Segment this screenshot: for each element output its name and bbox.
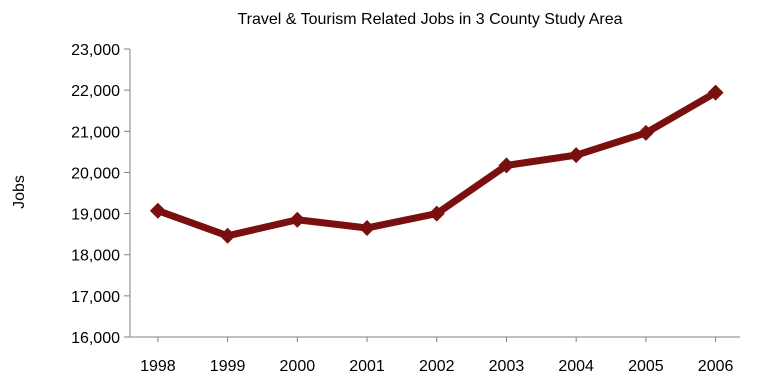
data-point-marker [149,202,166,219]
x-tick-label: 2006 [698,358,734,375]
y-tick-label: 16,000 [71,330,120,347]
y-tick-label: 18,000 [71,248,120,265]
y-axis: 16,000 17,000 18,000 19,000 20,000 21,000 22,0… [71,42,130,347]
y-tick-label: 23,000 [71,42,120,59]
y-axis-label: Jobs [11,175,28,209]
data-point-marker [707,84,724,101]
data-point-marker [289,211,306,228]
data-point-marker [637,124,654,141]
x-tick-label: 1998 [140,358,176,375]
x-axis: 1998 1999 2000 2001 2002 2003 2004 2005 2006 [140,337,733,375]
chart-title: Travel & Tourism Related Jobs in 3 Count… [237,11,622,28]
x-tick-label: 2004 [558,358,594,375]
y-tick-label: 21,000 [71,124,120,141]
data-point-marker [359,219,376,236]
data-point-marker [428,205,445,222]
x-tick-label: 2003 [489,358,525,375]
data-point-marker [568,147,585,164]
y-tick-label: 17,000 [71,289,120,306]
data-point-marker [219,227,236,244]
y-tick-label: 22,000 [71,83,120,100]
x-tick-label: 2005 [628,358,664,375]
data-point-marker [498,157,515,174]
y-tick-label: 20,000 [71,165,120,182]
x-tick-label: 2002 [419,358,455,375]
x-tick-label: 2000 [280,358,316,375]
x-tick-label: 2001 [349,358,385,375]
y-tick-label: 19,000 [71,207,120,224]
x-tick-label: 1999 [210,358,246,375]
series-layer [149,84,724,244]
